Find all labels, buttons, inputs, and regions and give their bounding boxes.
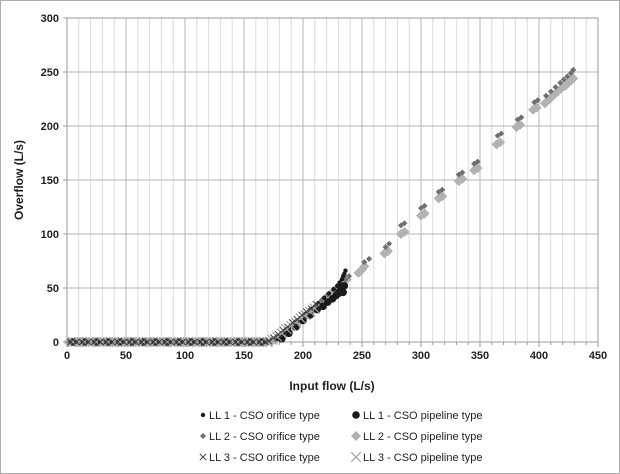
y-tick-label: 0	[53, 337, 59, 349]
legend-item-ll3_pipeline: LL 3 - CSO pipeline type	[350, 451, 482, 464]
y-tick-label: 100	[41, 229, 59, 241]
series-ll3_orifice	[66, 300, 320, 346]
legend-item-ll2_pipeline: LL 2 - CSO pipeline type	[351, 431, 482, 443]
legend-item-ll3_orifice: LL 3 - CSO orifice type	[199, 452, 320, 464]
series-ll3_pipeline	[67, 303, 321, 348]
x-tick-label: 0	[64, 350, 70, 362]
x-tick-label: 350	[471, 350, 489, 362]
x-tick-label: 300	[412, 350, 430, 362]
gridlines	[67, 18, 598, 342]
y-tick-label: 300	[41, 13, 59, 25]
x-tick-label: 200	[294, 350, 312, 362]
x-tick-label: 250	[353, 350, 371, 362]
x-tick-label: 50	[120, 350, 132, 362]
data-series	[63, 66, 579, 348]
legend-item-ll2_orifice: LL 2 - CSO orifice type	[200, 431, 320, 443]
legend-label: LL 2 - CSO pipeline type	[363, 431, 482, 443]
series-ll1_orifice	[74, 268, 348, 345]
x-axis-title: Input flow (L/s)	[289, 379, 374, 393]
y-tick-label: 200	[41, 121, 59, 133]
legend-item-ll1_orifice: LL 1 - CSO orifice type	[200, 410, 320, 422]
y-tick-label: 150	[41, 175, 59, 187]
legend-label: LL 1 - CSO orifice type	[209, 410, 320, 422]
x-tick-label: 450	[589, 350, 607, 362]
legend-item-ll1_pipeline: LL 1 - CSO pipeline type	[352, 410, 482, 422]
legend: LL 1 - CSO orifice type LL 1 - CSO pipeli…	[199, 410, 482, 464]
x-tick-label: 400	[530, 350, 548, 362]
legend-label: LL 1 - CSO pipeline type	[363, 410, 482, 422]
legend-label: LL 2 - CSO orifice type	[209, 431, 320, 443]
y-tick-label: 250	[41, 67, 59, 79]
legend-label: LL 3 - CSO orifice type	[209, 452, 320, 464]
x-tick-label: 150	[235, 350, 253, 362]
x-tick-label: 100	[176, 350, 194, 362]
tick-labels: 0 50 100 150 200 250 300 350 400 450 0 50 100 150 200 2…	[41, 13, 608, 362]
legend-label: LL 3 - CSO pipeline type	[363, 452, 482, 464]
y-axis-title: Overflow (L/s)	[12, 140, 26, 220]
y-tick-label: 50	[47, 283, 59, 295]
